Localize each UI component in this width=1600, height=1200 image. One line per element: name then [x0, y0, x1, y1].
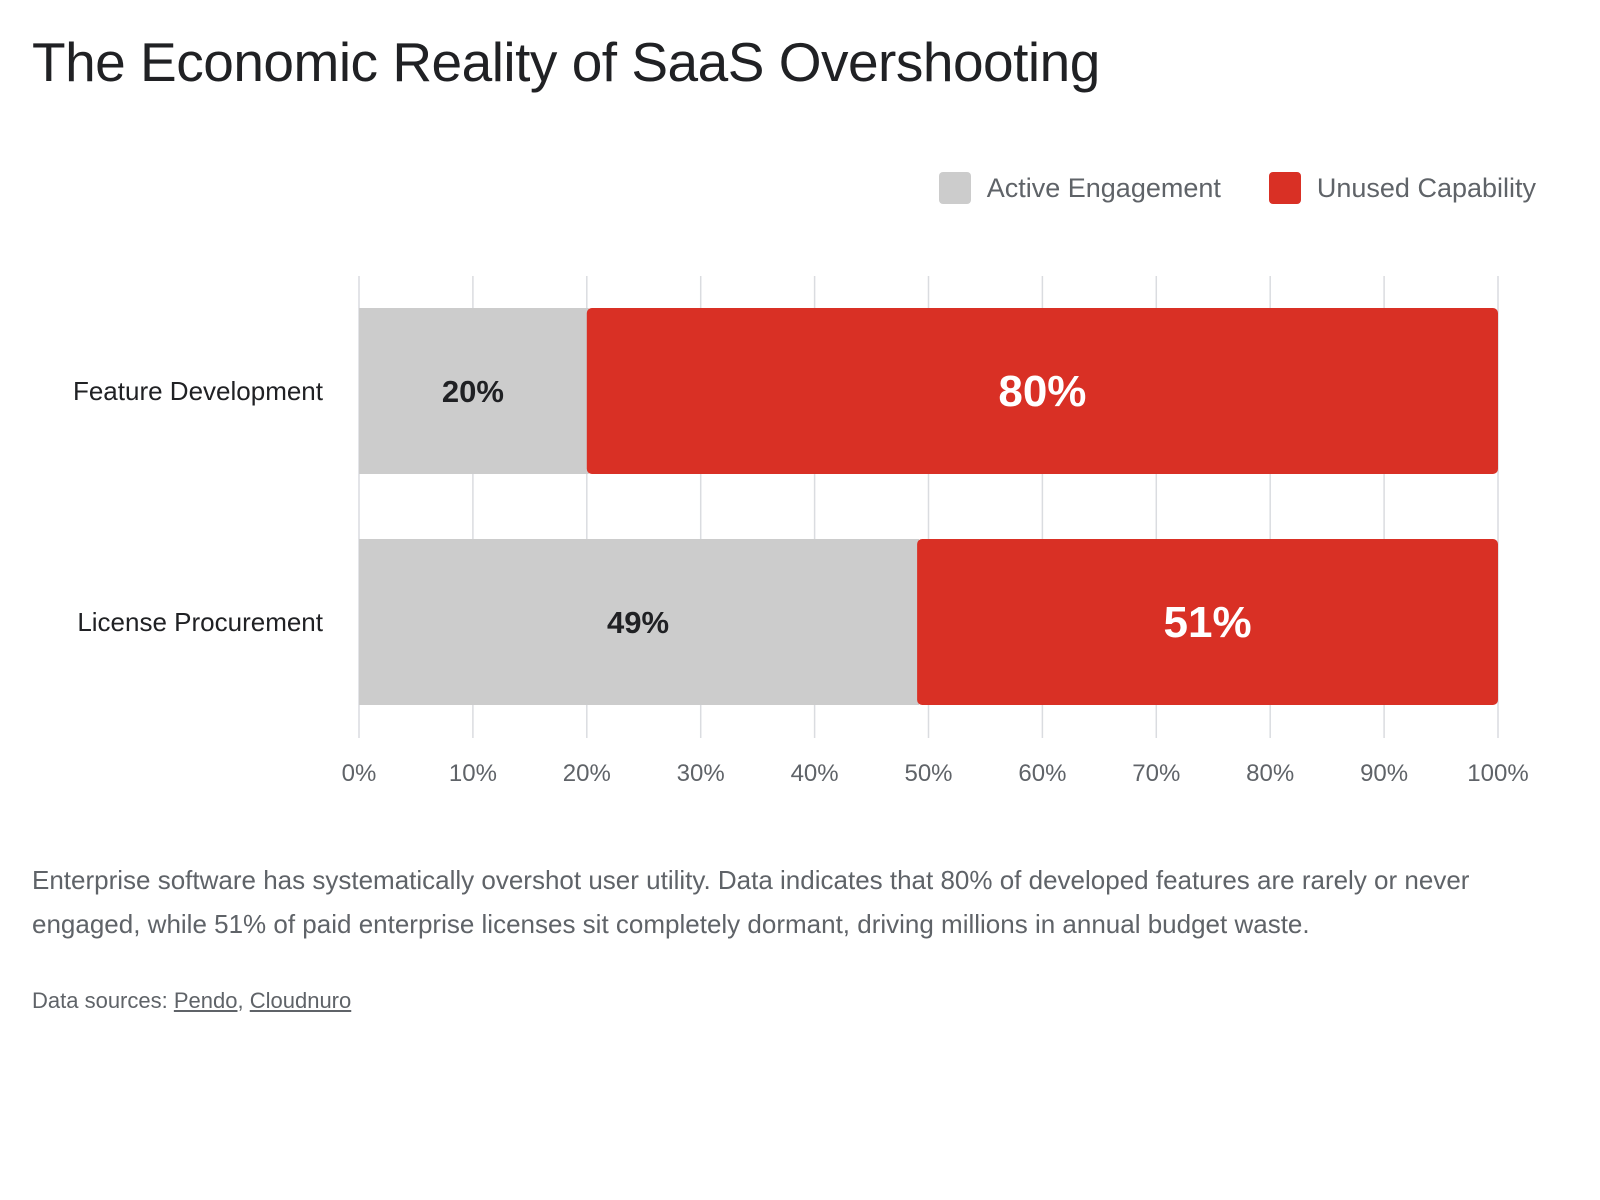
stacked-bar-chart: 20% 80% 49% 51% Feature Development License …: [73, 276, 1529, 787]
x-tick-label-30: 30%: [677, 760, 725, 787]
category-label-license-procurement: License Procurement: [77, 607, 323, 637]
x-tick-label-20: 20%: [563, 760, 611, 787]
x-tick-label-0: 0%: [342, 760, 377, 787]
x-tick-label-90: 90%: [1360, 760, 1408, 787]
legend-item-active-engagement: Active Engagement: [938, 172, 1221, 204]
x-tick-label-50: 50%: [904, 760, 952, 787]
bar-license-procurement-unused-capability: [917, 539, 1498, 705]
source-link-pendo[interactable]: Pendo: [173, 988, 238, 1013]
bar-feature-development-active-engagement: [359, 308, 589, 474]
x-tick-label-70: 70%: [1132, 760, 1180, 787]
chart-legend: Active Engagement Unused Capability: [938, 172, 1536, 204]
category-label-feature-development: Feature Development: [73, 376, 324, 406]
x-axis-tick-labels: 0% 10% 20% 30% 40% 50% 60% 70% 80% 90% 100%: [342, 760, 1529, 787]
bar-license-procurement-active-engagement: [359, 539, 920, 705]
bar-label-feature-development-unused-capability: 80%: [998, 367, 1086, 416]
category-labels: Feature Development License Procurement: [73, 376, 324, 637]
x-tick-label-60: 60%: [1018, 760, 1066, 787]
sources-separator: ,: [237, 988, 244, 1013]
sources-prefix: Data sources:: [32, 988, 168, 1013]
chart-description: Enterprise software has systematically o…: [32, 865, 1470, 939]
bar-label-license-procurement-active-engagement: 49%: [607, 605, 669, 640]
x-tick-label-80: 80%: [1246, 760, 1294, 787]
legend-label-unused-capability: Unused Capability: [1316, 172, 1536, 203]
source-link-cloudnuro[interactable]: Cloudnuro: [249, 988, 352, 1013]
data-sources: Data sources: Pendo, Cloudnuro: [32, 988, 351, 1014]
legend-swatch-active-engagement: [938, 172, 971, 204]
x-tick-label-100: 100%: [1467, 760, 1528, 787]
bar-labels: 20% 80% 49% 51%: [442, 367, 1252, 647]
x-tick-label-40: 40%: [791, 760, 839, 787]
bars: [359, 308, 1498, 705]
bar-label-license-procurement-unused-capability: 51%: [1164, 598, 1252, 647]
legend-item-unused-capability: Unused Capability: [1268, 172, 1536, 204]
legend-label-active-engagement: Active Engagement: [986, 172, 1221, 203]
chart-title: The Economic Reality of SaaS Overshootin…: [32, 31, 1100, 93]
x-tick-label-10: 10%: [449, 760, 497, 787]
bar-feature-development-unused-capability: [586, 308, 1498, 474]
legend-swatch-unused-capability: [1268, 172, 1301, 204]
bar-label-feature-development-active-engagement: 20%: [442, 374, 504, 409]
